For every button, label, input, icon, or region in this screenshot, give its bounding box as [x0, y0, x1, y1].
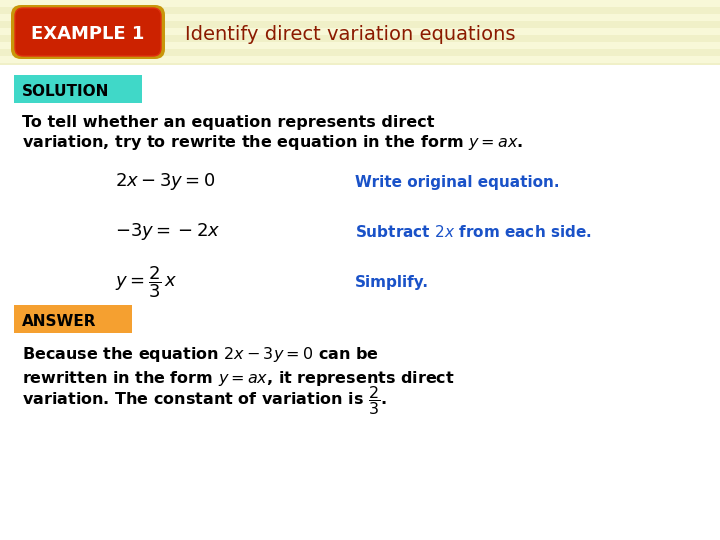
Bar	[0, 7, 720, 14]
Bar	[0, 385, 720, 392]
Bar	[0, 273, 720, 280]
Bar	[0, 14, 720, 21]
Bar	[0, 49, 720, 56]
Bar	[0, 371, 720, 378]
Bar	[0, 119, 720, 126]
Bar	[0, 476, 720, 483]
Text: variation. The constant of variation is $\dfrac{2}{3}$.: variation. The constant of variation is …	[22, 384, 387, 417]
Bar	[0, 378, 720, 385]
Bar	[0, 63, 720, 70]
Bar	[0, 399, 720, 406]
Bar	[0, 126, 720, 133]
Text: EXAMPLE 1: EXAMPLE 1	[31, 25, 145, 43]
Bar	[0, 287, 720, 294]
Bar	[0, 65, 720, 540]
Bar	[0, 336, 720, 343]
Bar	[0, 196, 720, 203]
Bar	[0, 462, 720, 469]
Text: Because the equation $2x - 3y = 0$ can be: Because the equation $2x - 3y = 0$ can b…	[22, 346, 379, 365]
Bar	[0, 532, 720, 539]
Bar	[0, 539, 720, 540]
Bar	[0, 70, 720, 77]
Bar	[0, 364, 720, 371]
FancyBboxPatch shape	[11, 5, 165, 59]
Bar	[0, 231, 720, 238]
Bar	[0, 133, 720, 140]
Text: SOLUTION: SOLUTION	[22, 84, 109, 98]
Bar	[0, 455, 720, 462]
Bar	[0, 280, 720, 287]
Bar	[0, 259, 720, 266]
Bar	[0, 343, 720, 350]
Bar	[0, 140, 720, 147]
Bar	[0, 105, 720, 112]
Bar	[0, 350, 720, 357]
Bar	[0, 84, 720, 91]
Bar	[0, 21, 720, 28]
Bar	[0, 469, 720, 476]
Bar	[0, 98, 720, 105]
Bar	[0, 147, 720, 154]
Text: Write original equation.: Write original equation.	[355, 174, 559, 190]
FancyBboxPatch shape	[14, 75, 142, 103]
Bar	[0, 154, 720, 161]
Bar	[0, 315, 720, 322]
Bar	[0, 518, 720, 525]
Bar	[0, 210, 720, 217]
Bar	[0, 217, 720, 224]
Bar	[0, 497, 720, 504]
Bar	[0, 448, 720, 455]
Text: $-3y = -2x$: $-3y = -2x$	[115, 221, 220, 242]
Bar	[0, 301, 720, 308]
Bar	[0, 504, 720, 511]
Bar	[0, 420, 720, 427]
Text: variation, try to rewrite the equation in the form $y = ax$.: variation, try to rewrite the equation i…	[22, 133, 523, 152]
Bar	[0, 294, 720, 301]
Bar	[0, 322, 720, 329]
Bar	[0, 357, 720, 364]
Bar	[0, 525, 720, 532]
Bar	[0, 42, 720, 49]
Bar	[0, 168, 720, 175]
Bar	[0, 35, 720, 42]
Bar	[0, 56, 720, 63]
Bar	[0, 161, 720, 168]
FancyBboxPatch shape	[15, 8, 161, 56]
Bar	[0, 203, 720, 210]
Bar	[0, 224, 720, 231]
Bar	[0, 329, 720, 336]
Bar	[0, 427, 720, 434]
Text: To tell whether an equation represents direct: To tell whether an equation represents d…	[22, 114, 434, 130]
Text: Identify direct variation equations: Identify direct variation equations	[185, 24, 516, 44]
Bar	[0, 441, 720, 448]
Bar	[0, 413, 720, 420]
Bar	[0, 434, 720, 441]
Bar	[0, 392, 720, 399]
Bar	[0, 28, 720, 35]
Bar	[0, 238, 720, 245]
Bar	[0, 490, 720, 497]
Bar	[0, 252, 720, 259]
Text: $y = \dfrac{2}{3}\,x$: $y = \dfrac{2}{3}\,x$	[115, 264, 178, 300]
Bar	[0, 182, 720, 189]
FancyBboxPatch shape	[14, 305, 132, 333]
Text: rewritten in the form $y = ax$, it represents direct: rewritten in the form $y = ax$, it repre…	[22, 368, 455, 388]
Bar	[0, 175, 720, 182]
Text: Simplify.: Simplify.	[355, 274, 429, 289]
Text: Subtract $2x$ from each side.: Subtract $2x$ from each side.	[355, 224, 592, 240]
Bar	[0, 189, 720, 196]
Bar	[0, 511, 720, 518]
Bar	[0, 308, 720, 315]
Text: ANSWER: ANSWER	[22, 314, 96, 328]
Bar	[0, 91, 720, 98]
Bar	[0, 77, 720, 84]
Bar	[0, 245, 720, 252]
Bar	[0, 112, 720, 119]
Bar	[0, 0, 720, 7]
Bar	[0, 406, 720, 413]
Bar	[0, 483, 720, 490]
Bar	[0, 266, 720, 273]
Text: $2x - 3y = 0$: $2x - 3y = 0$	[115, 172, 215, 192]
